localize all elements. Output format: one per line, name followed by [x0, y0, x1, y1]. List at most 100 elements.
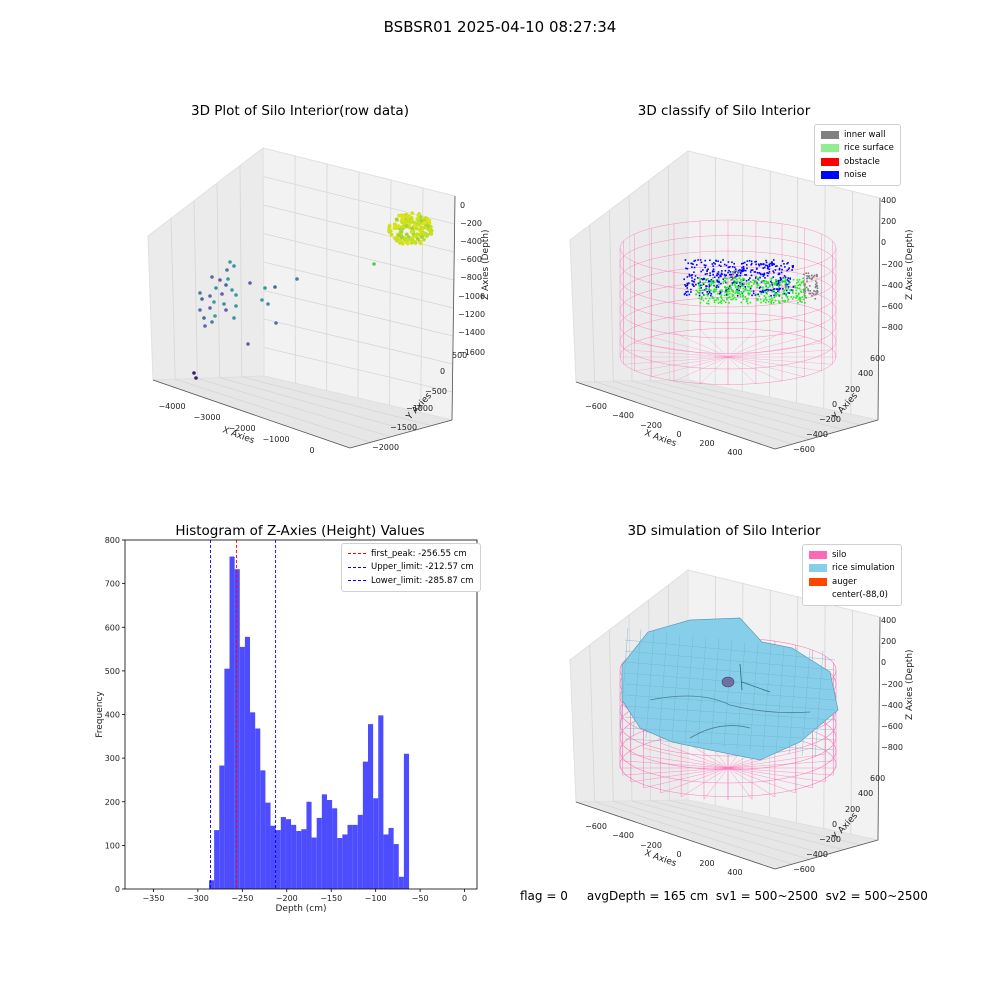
- legend-classify-swatch: [821, 131, 839, 139]
- noise-point: [742, 262, 744, 264]
- rice-surface-point: [703, 294, 705, 296]
- inner-wall-point: [808, 293, 810, 295]
- raw-point: [202, 316, 206, 320]
- histogram-bar: [317, 818, 322, 889]
- rice-surface-point: [715, 289, 717, 291]
- noise-point: [746, 268, 748, 270]
- raw-point: [246, 342, 250, 346]
- y-tick-label: 600: [105, 623, 120, 632]
- raw-cluster-point: [406, 238, 410, 242]
- raw-point: [220, 292, 224, 296]
- raw-cluster-point: [390, 233, 394, 237]
- rice-surface-point: [789, 290, 791, 292]
- noise-point: [782, 260, 784, 262]
- rice-surface-point: [740, 291, 742, 293]
- rice-surface-point: [795, 293, 797, 295]
- z-tick-label: −800: [881, 323, 903, 332]
- legend-classify-swatch: [821, 144, 839, 152]
- pane-left: [148, 148, 264, 380]
- z-tick-label: −800: [460, 273, 482, 282]
- noise-point: [687, 276, 689, 278]
- y-tick-label: 400: [858, 789, 873, 798]
- noise-point: [727, 272, 729, 274]
- rice-surface-point: [739, 277, 741, 279]
- rice-surface-point: [713, 291, 715, 293]
- rice-surface-point: [788, 282, 790, 284]
- noise-point: [771, 261, 773, 263]
- rice-surface-point: [771, 291, 773, 293]
- noise-point: [726, 265, 728, 267]
- x-tick-label: −300: [187, 894, 209, 903]
- noise-point: [708, 293, 710, 295]
- inner-wall-point: [816, 275, 818, 277]
- rice-surface-point: [714, 288, 716, 290]
- noise-point: [766, 289, 768, 291]
- rice-surface-point: [699, 286, 701, 288]
- legend-classify-item: obstacle: [821, 155, 894, 169]
- rice-surface-point: [705, 289, 707, 291]
- rice-surface-point: [799, 299, 801, 301]
- inner-wall-point: [804, 285, 806, 287]
- rice-surface-point: [774, 296, 776, 298]
- noise-point: [713, 268, 715, 270]
- noise-point: [769, 271, 771, 273]
- noise-point: [730, 274, 732, 276]
- rice-surface-point: [708, 300, 710, 302]
- raw-cluster-point: [416, 237, 420, 241]
- rice-surface-point: [702, 282, 704, 284]
- noise-point: [767, 275, 769, 277]
- noise-point: [755, 271, 757, 273]
- noise-point: [755, 264, 757, 266]
- rice-surface-point: [697, 291, 699, 293]
- noise-point: [718, 282, 720, 284]
- rice-surface-point: [756, 281, 758, 283]
- noise-point: [720, 274, 722, 276]
- rice-surface-point: [766, 299, 768, 301]
- rice-surface-point: [729, 293, 731, 295]
- raw-cluster-point: [397, 214, 401, 218]
- rice-surface-point: [733, 298, 735, 300]
- rice-surface-point: [721, 297, 723, 299]
- rice-surface-point: [743, 299, 745, 301]
- rice-surface-point: [760, 299, 762, 301]
- rice-surface-point: [721, 294, 723, 296]
- status-line: flag = 0 avgDepth = 165 cm sv1 = 500~250…: [520, 889, 928, 903]
- noise-point: [751, 260, 753, 262]
- noise-point: [745, 270, 747, 272]
- raw-point: [214, 286, 218, 290]
- noise-point: [734, 272, 736, 274]
- rice-surface-point: [758, 296, 760, 298]
- rice-surface-point: [765, 283, 767, 285]
- noise-point: [751, 295, 753, 297]
- y-tick-label: 0: [832, 820, 837, 829]
- histogram-bar: [296, 831, 301, 889]
- noise-point: [735, 268, 737, 270]
- noise-point: [725, 274, 727, 276]
- legend-classify-label: rice surface: [844, 143, 894, 153]
- histogram-bar: [312, 838, 317, 889]
- rice-surface-point: [743, 288, 745, 290]
- raw-cluster-point: [403, 220, 407, 224]
- inner-wall-point: [810, 293, 812, 295]
- rice-surface-point: [801, 291, 803, 293]
- rice-surface-point: [740, 302, 742, 304]
- rice-surface-point: [727, 294, 729, 296]
- inner-wall-point: [811, 275, 813, 277]
- noise-point: [695, 275, 697, 277]
- rice-surface-point: [795, 290, 797, 292]
- histogram-bar: [260, 770, 265, 889]
- rice-surface-point: [775, 295, 777, 297]
- noise-point: [694, 267, 696, 269]
- rice-surface-point: [712, 282, 714, 284]
- histogram-axes: [122, 540, 477, 892]
- rice-surface-point: [698, 285, 700, 287]
- noise-point: [744, 274, 746, 276]
- noise-point: [709, 272, 711, 274]
- noise-point: [749, 277, 751, 279]
- noise-point: [762, 273, 764, 275]
- noise-point: [771, 290, 773, 292]
- noise-point: [716, 280, 718, 282]
- noise-point: [705, 265, 707, 267]
- rice-surface-point: [799, 288, 801, 290]
- raw-point: [372, 262, 376, 266]
